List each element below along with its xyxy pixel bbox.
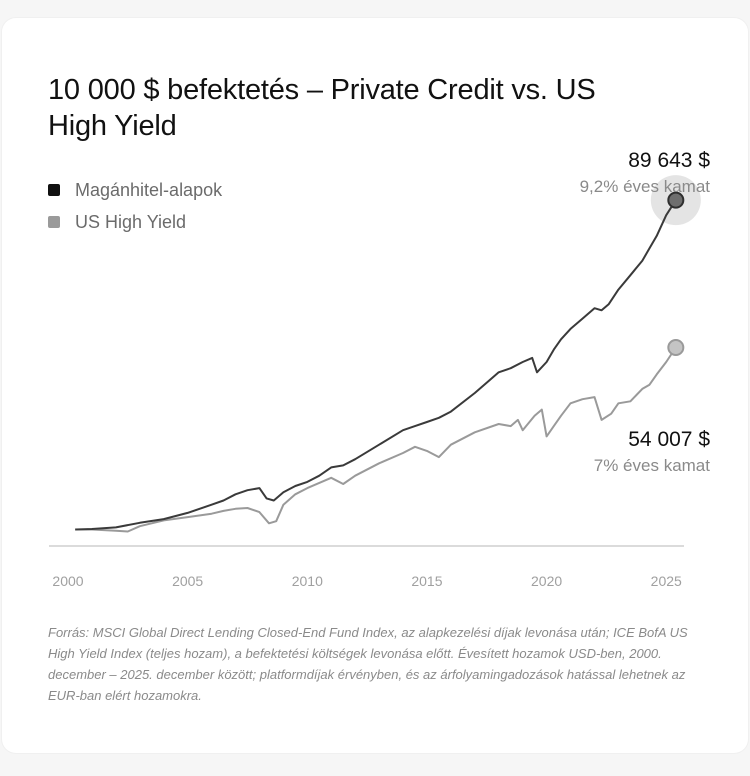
legend-label-us-high-yield: US High Yield: [75, 211, 187, 232]
legend-swatch-private-credit: [48, 184, 60, 196]
end-value-private-credit: 89 643 $: [628, 149, 710, 172]
chart-card: [2, 18, 748, 753]
end-rate-private-credit: 9,2% éves kamat: [580, 177, 711, 196]
x-tick-label: 2020: [531, 573, 562, 589]
series-line-us-high-yield: [75, 346, 677, 533]
x-tick-label: 2015: [411, 573, 442, 589]
x-tick-label: 2000: [52, 573, 83, 589]
end-marker-us-high-yield: [667, 338, 685, 356]
x-tick-label: 2010: [292, 573, 323, 589]
end-marker-private-credit: [667, 191, 685, 209]
series-line-private-credit: [75, 199, 677, 531]
legend-swatch-us-high-yield: [48, 216, 60, 228]
footnote: Forrás: MSCI Global Direct Lending Close…: [48, 625, 688, 703]
x-tick-label: 2025: [651, 573, 682, 589]
end-value-us-high-yield: 54 007 $: [628, 428, 710, 451]
legend-item-private-credit: Magánhitel-alapok: [48, 174, 222, 206]
legend-label-private-credit: Magánhitel-alapok: [75, 179, 223, 200]
end-rate-us-high-yield: 7% éves kamat: [594, 456, 710, 475]
legend-item-us-high-yield: US High Yield: [48, 206, 222, 238]
chart-title: 10 000 $ befektetés – Private Credit vs.…: [48, 74, 596, 142]
x-tick-label: 2005: [172, 573, 203, 589]
legend: Magánhitel-alapok US High Yield: [48, 174, 222, 238]
